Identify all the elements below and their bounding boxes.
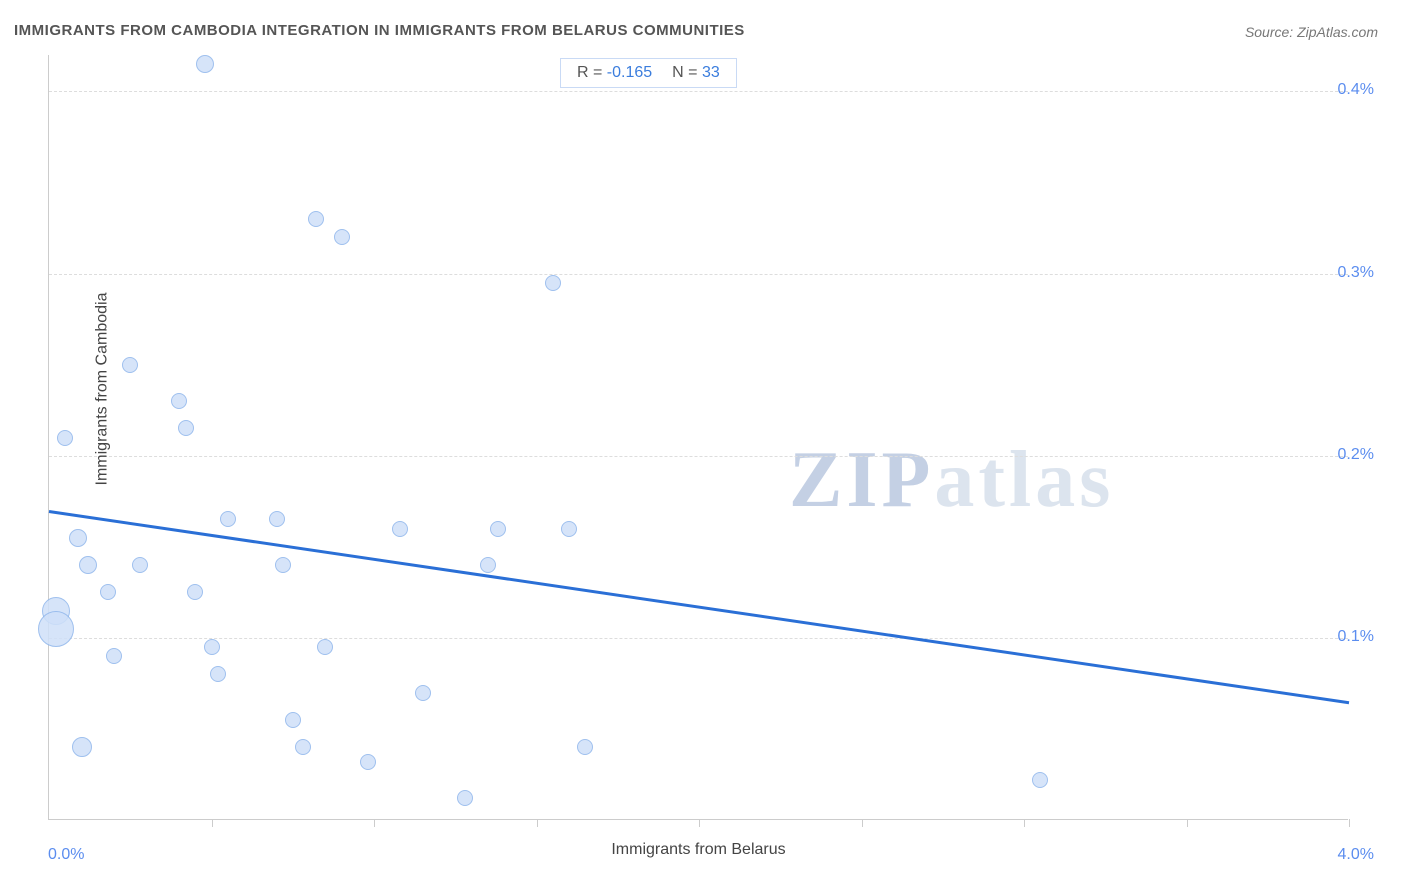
grid-line xyxy=(49,456,1348,457)
data-point xyxy=(69,529,87,547)
data-point xyxy=(360,754,376,770)
chart-title: IMMIGRANTS FROM CAMBODIA INTEGRATION IN … xyxy=(14,22,745,39)
x-tick xyxy=(537,819,538,827)
x-axis-min: 0.0% xyxy=(48,846,84,864)
data-point xyxy=(577,739,593,755)
grid-line xyxy=(49,274,1348,275)
data-point xyxy=(317,639,333,655)
watermark-atlas: atlas xyxy=(934,436,1114,524)
data-point xyxy=(79,556,97,574)
data-point xyxy=(132,557,148,573)
trend-line xyxy=(49,510,1349,704)
data-point xyxy=(334,229,350,245)
data-point xyxy=(106,648,122,664)
data-point xyxy=(545,275,561,291)
data-point xyxy=(171,393,187,409)
data-point xyxy=(480,557,496,573)
y-tick-label: 0.1% xyxy=(1338,628,1374,646)
x-tick xyxy=(1349,819,1350,827)
n-label: N = 33 xyxy=(672,64,720,82)
grid-line xyxy=(49,638,1348,639)
grid-line xyxy=(49,91,1348,92)
data-point xyxy=(100,584,116,600)
data-point xyxy=(220,511,236,527)
watermark: ZIPatlas xyxy=(789,435,1114,526)
x-axis-label: Immigrants from Belarus xyxy=(49,841,1348,859)
scatter-plot: ZIPatlas Immigrants from Belarus xyxy=(48,55,1348,820)
data-point xyxy=(561,521,577,537)
stats-box: R = -0.165 N = 33 xyxy=(560,58,737,88)
data-point xyxy=(490,521,506,537)
data-point xyxy=(415,685,431,701)
y-tick-label: 0.3% xyxy=(1338,264,1374,282)
watermark-zip: ZIP xyxy=(789,436,934,524)
data-point xyxy=(38,611,74,647)
data-point xyxy=(308,211,324,227)
source-attribution: Source: ZipAtlas.com xyxy=(1245,24,1378,40)
x-tick xyxy=(374,819,375,827)
n-value: 33 xyxy=(702,64,720,81)
y-axis-label: Immigrants from Cambodia xyxy=(93,293,111,486)
x-tick xyxy=(1187,819,1188,827)
x-axis-max: 4.0% xyxy=(1338,846,1374,864)
data-point xyxy=(285,712,301,728)
y-tick-label: 0.4% xyxy=(1338,81,1374,99)
data-point xyxy=(457,790,473,806)
r-value: -0.165 xyxy=(607,64,652,81)
data-point xyxy=(122,357,138,373)
data-point xyxy=(295,739,311,755)
x-tick xyxy=(1024,819,1025,827)
data-point xyxy=(275,557,291,573)
y-tick-label: 0.2% xyxy=(1338,446,1374,464)
x-tick xyxy=(699,819,700,827)
data-point xyxy=(210,666,226,682)
data-point xyxy=(187,584,203,600)
r-label: R = -0.165 xyxy=(577,64,652,82)
data-point xyxy=(72,737,92,757)
x-tick xyxy=(212,819,213,827)
data-point xyxy=(57,430,73,446)
data-point xyxy=(392,521,408,537)
data-point xyxy=(178,420,194,436)
data-point xyxy=(269,511,285,527)
data-point xyxy=(1032,772,1048,788)
x-tick xyxy=(862,819,863,827)
data-point xyxy=(196,55,214,73)
data-point xyxy=(204,639,220,655)
